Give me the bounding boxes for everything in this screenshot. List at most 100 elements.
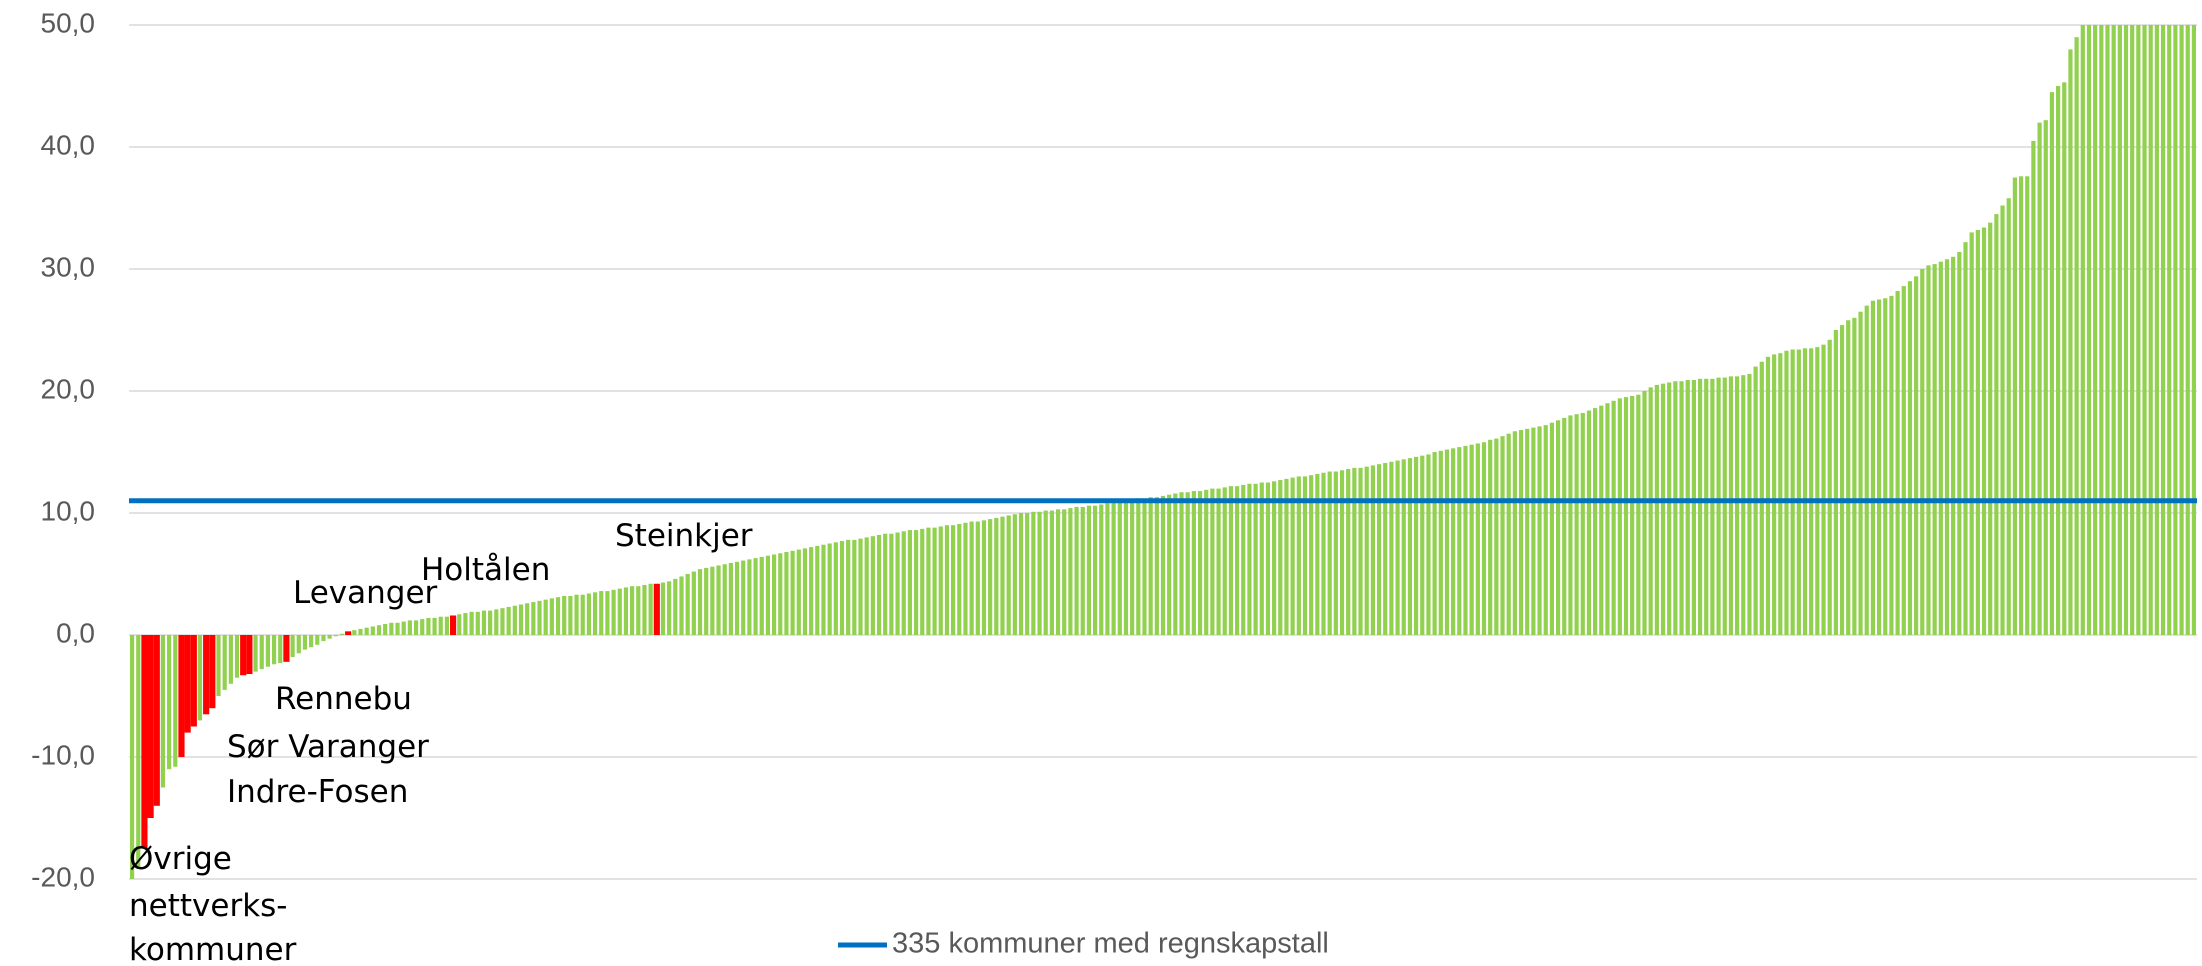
bar [1981, 227, 1987, 635]
y-tick-label: -20,0 [31, 861, 95, 892]
bar [2130, 25, 2135, 635]
bar [1191, 491, 1196, 635]
bar [821, 544, 826, 635]
bar [2099, 25, 2104, 635]
bar [376, 625, 382, 635]
bar [2154, 25, 2159, 635]
bar [1778, 353, 1783, 635]
bar [2025, 176, 2030, 635]
bar [1611, 400, 1616, 635]
bar [1938, 261, 1943, 635]
bar [2179, 25, 2184, 635]
bar [395, 622, 400, 635]
y-tick-label: 20,0 [41, 373, 96, 404]
bar [1426, 454, 1431, 635]
bar [1043, 510, 1048, 635]
bar [1617, 398, 1622, 635]
bar [1111, 502, 1116, 635]
bar [383, 624, 388, 635]
bar [345, 631, 352, 635]
bar [1784, 350, 1789, 635]
bar [1179, 492, 1184, 635]
bar [1074, 506, 1079, 635]
bar [1185, 492, 1190, 635]
y-tick-label: 10,0 [41, 495, 96, 526]
bar [1932, 264, 1937, 635]
bar [1309, 475, 1314, 635]
bar [1469, 444, 1474, 635]
bar [1216, 488, 1221, 635]
bar [1296, 476, 1301, 635]
bar [506, 606, 511, 635]
bar [784, 552, 789, 635]
annotation: Steinkjer [615, 518, 753, 554]
bar [704, 567, 709, 635]
bar [364, 627, 369, 635]
bar [160, 635, 166, 788]
bar [1438, 450, 1443, 635]
bar [722, 564, 727, 635]
bar [653, 583, 660, 635]
bar [1864, 305, 1869, 635]
bar [1827, 339, 1832, 635]
bar [876, 534, 882, 635]
y-tick-label: 40,0 [41, 129, 96, 160]
bar [531, 602, 536, 635]
bar [1667, 382, 1672, 635]
bar [1531, 427, 1536, 635]
bar [1160, 495, 1166, 635]
bar [734, 561, 740, 635]
bar [315, 635, 320, 645]
bar [2148, 25, 2153, 635]
bar [1710, 378, 1715, 635]
bar [741, 560, 746, 635]
bar [1031, 511, 1036, 635]
bar [2105, 25, 2110, 635]
bar [1525, 428, 1530, 635]
bar [413, 620, 419, 635]
bar [283, 635, 290, 662]
bar [549, 598, 554, 635]
bar [685, 574, 690, 635]
bar [537, 600, 542, 635]
bar [1802, 348, 1808, 635]
bar [173, 635, 178, 767]
bar [858, 538, 863, 635]
bar [333, 635, 338, 637]
bar [1636, 394, 1641, 635]
bar [1728, 376, 1734, 635]
bar [592, 592, 598, 635]
bar [2117, 25, 2122, 635]
bar [228, 635, 233, 684]
bar [1858, 311, 1863, 635]
bar [1839, 325, 1845, 635]
bar [216, 635, 221, 696]
bar [599, 591, 604, 635]
annotation: Holtålen [421, 552, 550, 588]
legend-label: 335 kommuner med regnskapstall [892, 928, 1329, 960]
bar [728, 563, 733, 635]
bar [1944, 259, 1950, 635]
bar [370, 626, 375, 635]
bar [475, 611, 480, 635]
bar [1142, 498, 1147, 635]
bar [617, 588, 622, 635]
bar [1623, 397, 1629, 635]
bar [209, 635, 216, 709]
bar [426, 617, 431, 635]
bar [2000, 205, 2005, 635]
bar [1006, 515, 1011, 635]
bar [907, 530, 913, 635]
bar [1870, 300, 1876, 635]
bar [190, 635, 197, 727]
bar [178, 635, 185, 757]
bar [1920, 269, 1925, 635]
bar [518, 604, 524, 635]
bar [352, 630, 357, 635]
bar [691, 571, 696, 635]
bar [1895, 290, 1900, 635]
bar [852, 539, 857, 635]
bar [802, 548, 808, 635]
bar [1605, 403, 1610, 635]
